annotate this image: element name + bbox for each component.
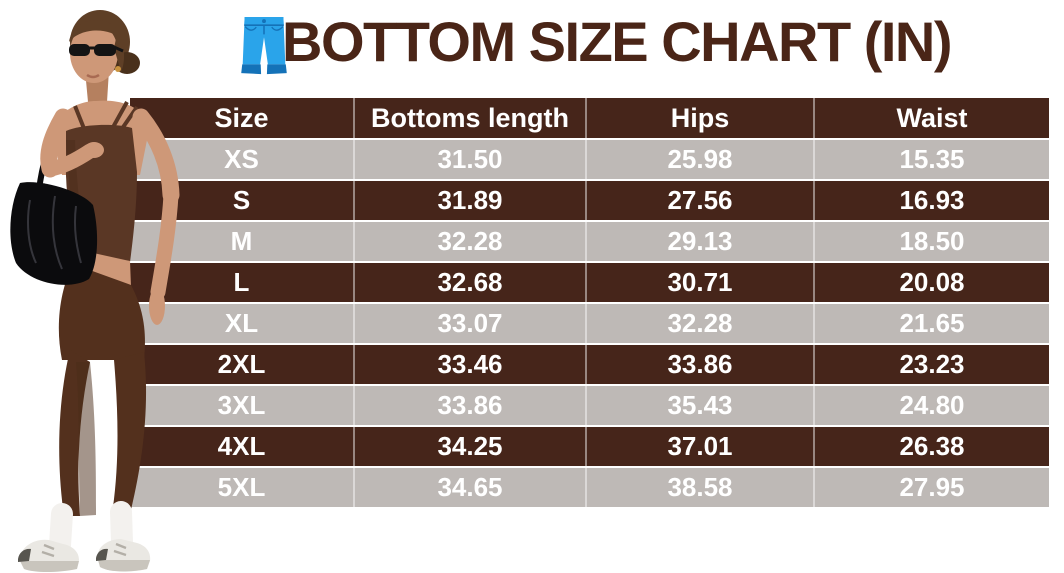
- cell-bottoms-length: 34.25: [355, 427, 587, 466]
- cell-bottoms-length: 32.28: [355, 222, 587, 261]
- table-row: XL 33.07 32.28 21.65: [130, 304, 1049, 343]
- sneaker-left: [18, 539, 79, 572]
- arm: [132, 108, 180, 204]
- table-row: 4XL 34.25 37.01 26.38: [130, 427, 1049, 466]
- cell-size: 3XL: [130, 386, 355, 425]
- cell-waist: 23.23: [815, 345, 1049, 384]
- size-table: Size Bottoms length Hips Waist XS 31.50 25.98…: [130, 96, 1049, 509]
- right-leg: [112, 352, 147, 514]
- cell-bottoms-length: 33.86: [355, 386, 587, 425]
- cell-size: XL: [130, 304, 355, 343]
- cell-hips: 30.71: [587, 263, 815, 302]
- cell-waist: 24.80: [815, 386, 1049, 425]
- hand: [149, 287, 165, 325]
- column-header-waist: Waist: [815, 98, 1049, 138]
- shoulder-bag: [10, 182, 98, 285]
- column-header-hips: Hips: [587, 98, 815, 138]
- cell-bottoms-length: 32.68: [355, 263, 587, 302]
- column-header-size: Size: [130, 98, 355, 138]
- page-title: BOTTOM SIZE CHART (IN): [282, 10, 953, 73]
- earring: [115, 66, 121, 72]
- table-row: M 32.28 29.13 18.50: [130, 222, 1049, 261]
- sock: [49, 503, 73, 556]
- size-table-header-row: Size Bottoms length Hips Waist: [130, 98, 1049, 138]
- sunglasses: [69, 44, 90, 56]
- cell-waist: 26.38: [815, 427, 1049, 466]
- cell-hips: 27.56: [587, 181, 815, 220]
- sneaker-right: [96, 539, 151, 572]
- cell-bottoms-length: 31.89: [355, 181, 587, 220]
- cell-hips: 25.98: [587, 140, 815, 179]
- cell-waist: 15.35: [815, 140, 1049, 179]
- cell-waist: 16.93: [815, 181, 1049, 220]
- cell-hips: 29.13: [587, 222, 815, 261]
- cell-bottoms-length: 34.65: [355, 468, 587, 507]
- model-photo: [10, 10, 180, 572]
- cell-hips: 37.01: [587, 427, 815, 466]
- table-row: 3XL 33.86 35.43 24.80: [130, 386, 1049, 425]
- cell-bottoms-length: 31.50: [355, 140, 587, 179]
- table-row: 5XL 34.65 38.58 27.95: [130, 468, 1049, 507]
- cell-bottoms-length: 33.07: [355, 304, 587, 343]
- cell-waist: 18.50: [815, 222, 1049, 261]
- face: [70, 23, 118, 83]
- cell-waist: 27.95: [815, 468, 1049, 507]
- cell-size: 5XL: [130, 468, 355, 507]
- cell-waist: 20.08: [815, 263, 1049, 302]
- table-row: S 31.89 27.56 16.93: [130, 181, 1049, 220]
- column-header-bottoms-length: Bottoms length: [355, 98, 587, 138]
- table-row: XS 31.50 25.98 15.35: [130, 140, 1049, 179]
- cell-size: 2XL: [130, 345, 355, 384]
- cell-hips: 35.43: [587, 386, 815, 425]
- cell-size: 4XL: [130, 427, 355, 466]
- cell-bottoms-length: 33.46: [355, 345, 587, 384]
- cell-waist: 21.65: [815, 304, 1049, 343]
- size-table-body: XS 31.50 25.98 15.35 S 31.89 27.56 16.93 M 32.28 2…: [130, 140, 1049, 507]
- jeans-icon: [241, 16, 287, 75]
- table-row: 2XL 33.46 33.86 23.23: [130, 345, 1049, 384]
- cell-hips: 33.86: [587, 345, 815, 384]
- leggings: [58, 264, 145, 360]
- table-row: L 32.68 30.71 20.08: [130, 263, 1049, 302]
- cell-hips: 38.58: [587, 468, 815, 507]
- title-bar: BOTTOM SIZE CHART (IN): [0, 0, 1064, 96]
- cell-hips: 32.28: [587, 304, 815, 343]
